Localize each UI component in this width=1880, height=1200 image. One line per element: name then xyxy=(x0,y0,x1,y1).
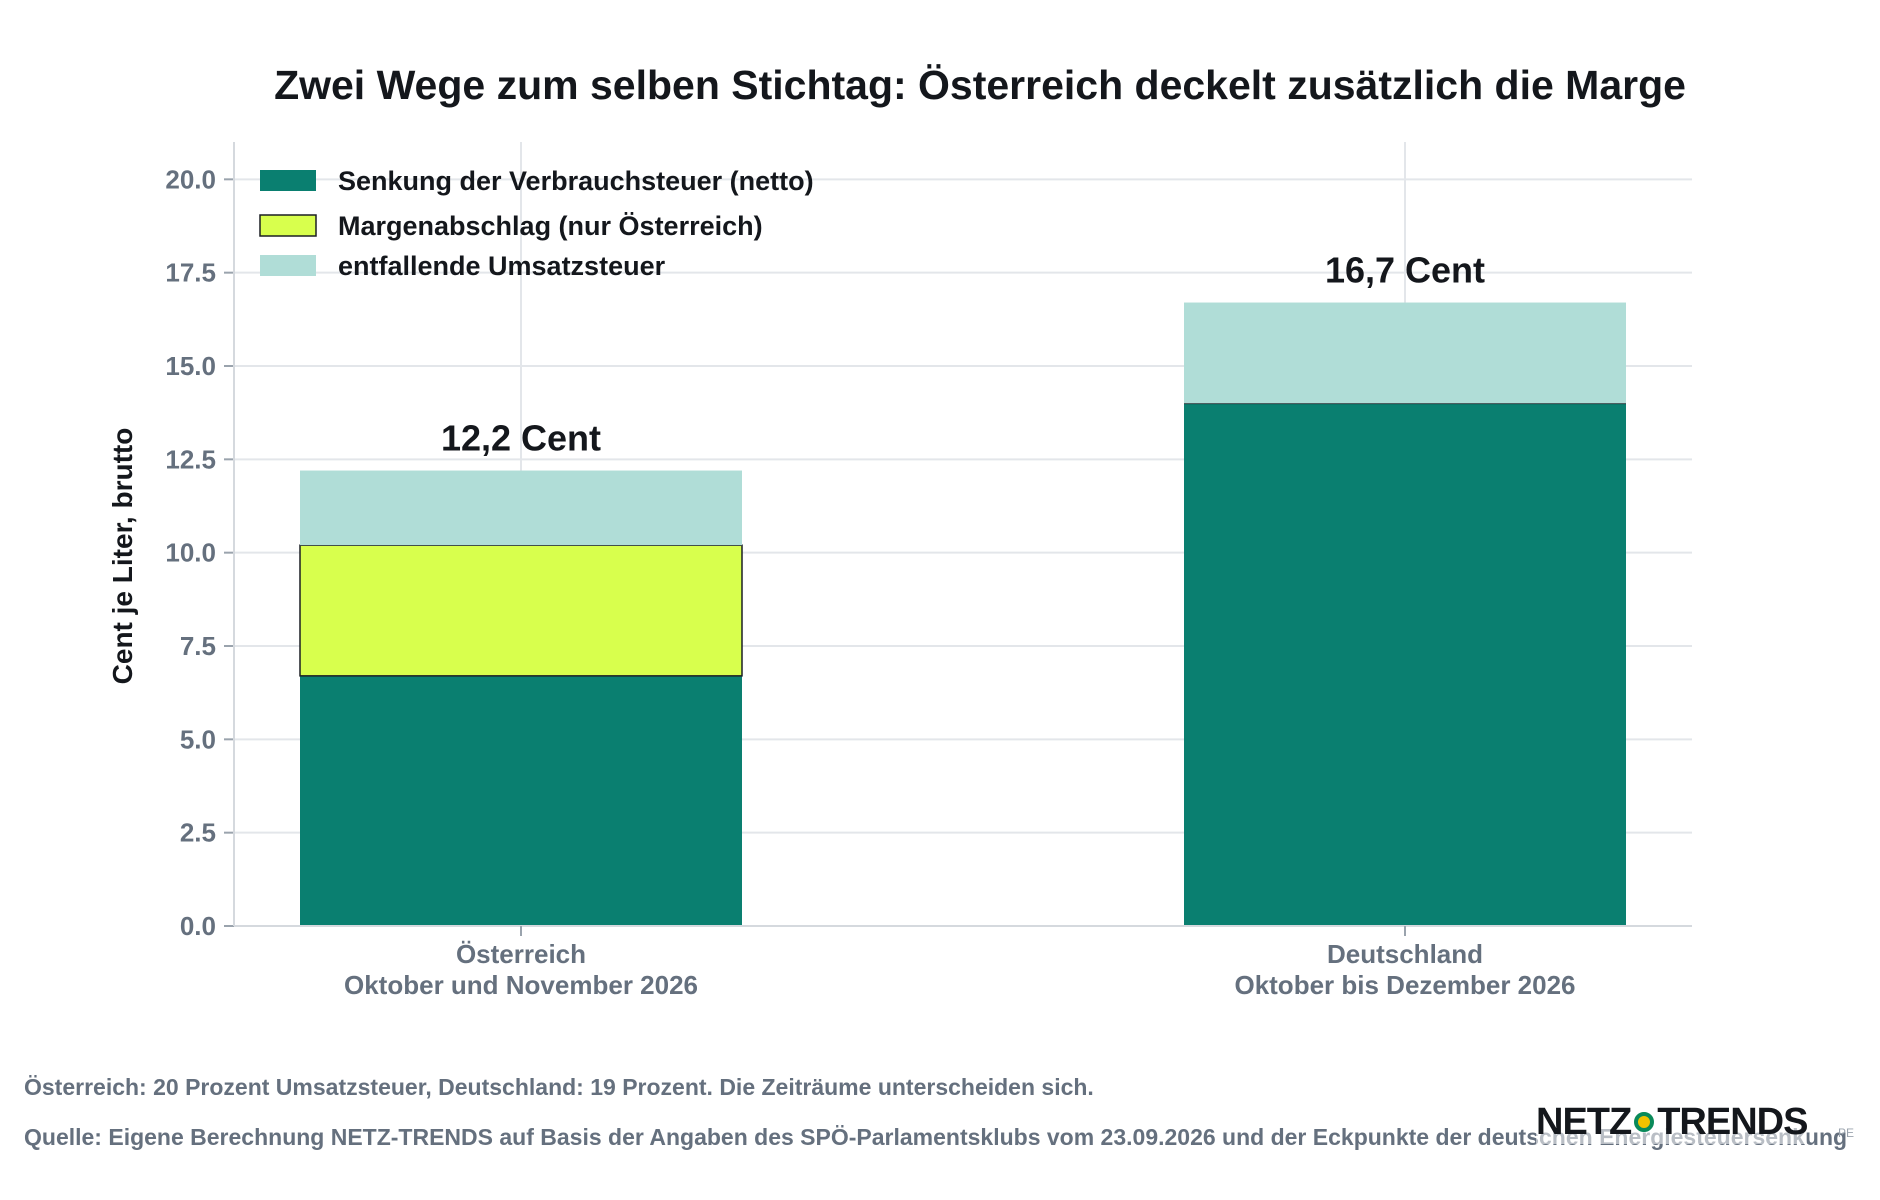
y-tick-label: 2.5 xyxy=(180,818,216,848)
bar-total-label: 12,2 Cent xyxy=(441,418,601,459)
x-tick-label: Oktober und November 2026 xyxy=(344,970,698,1000)
bar-segment xyxy=(1184,403,1626,926)
bar-segment xyxy=(300,470,742,546)
legend-swatch xyxy=(260,255,316,276)
logo-subtext: PE xyxy=(1838,1126,1855,1140)
y-tick-label: 5.0 xyxy=(180,724,216,754)
x-tick-label: Österreich xyxy=(456,939,586,969)
y-tick-label: 7.5 xyxy=(180,631,216,661)
chart-plot: 12,2 Cent 16,7 Cent 0.0 2.5 5.0 7.5 10.0 12.5 1… xyxy=(107,142,1692,1000)
bar-segment xyxy=(300,675,742,926)
legend-swatch xyxy=(260,170,316,191)
legend-label: Senkung der Verbrauchsteuer (netto) xyxy=(338,166,814,196)
chart-title: Zwei Wege zum selben Stichtag: Österreic… xyxy=(274,62,1686,108)
y-tick-label: 12.5 xyxy=(165,444,216,474)
y-tick-label: 10.0 xyxy=(165,538,216,568)
legend: Senkung der Verbrauchsteuer (netto) Marge… xyxy=(259,166,814,281)
y-tick-label: 20.0 xyxy=(165,164,216,194)
brand-logo: NETZ TRENDS xyxy=(1536,1100,1808,1144)
bar-segment xyxy=(1184,302,1626,404)
logo-right: TRENDS xyxy=(1657,1101,1808,1143)
bar-segment xyxy=(299,544,743,677)
axis-layer: 0.0 2.5 5.0 7.5 10.0 12.5 15.0 17.5 20.0 Österrei… xyxy=(165,142,1692,1000)
bar-layer: 12,2 Cent 16,7 Cent xyxy=(299,250,1626,926)
y-axis-label: Cent je Liter, brutto xyxy=(107,428,138,685)
y-tick-label: 17.5 xyxy=(165,258,216,288)
x-tick-label: Oktober bis Dezember 2026 xyxy=(1234,970,1575,1000)
y-tick-label: 15.0 xyxy=(165,351,216,381)
logo-left: NETZ xyxy=(1536,1101,1632,1143)
logo-dot-icon xyxy=(1634,1111,1655,1132)
footnote: Österreich: 20 Prozent Umsatzsteuer, Deu… xyxy=(24,1074,1094,1100)
legend-label: entfallende Umsatzsteuer xyxy=(338,251,666,281)
legend-label: Margenabschlag (nur Österreich) xyxy=(338,211,763,241)
x-tick-label: Deutschland xyxy=(1327,939,1483,969)
y-tick-label: 0.0 xyxy=(180,911,216,941)
bar-total-label: 16,7 Cent xyxy=(1325,250,1485,291)
legend-swatch xyxy=(259,214,317,237)
